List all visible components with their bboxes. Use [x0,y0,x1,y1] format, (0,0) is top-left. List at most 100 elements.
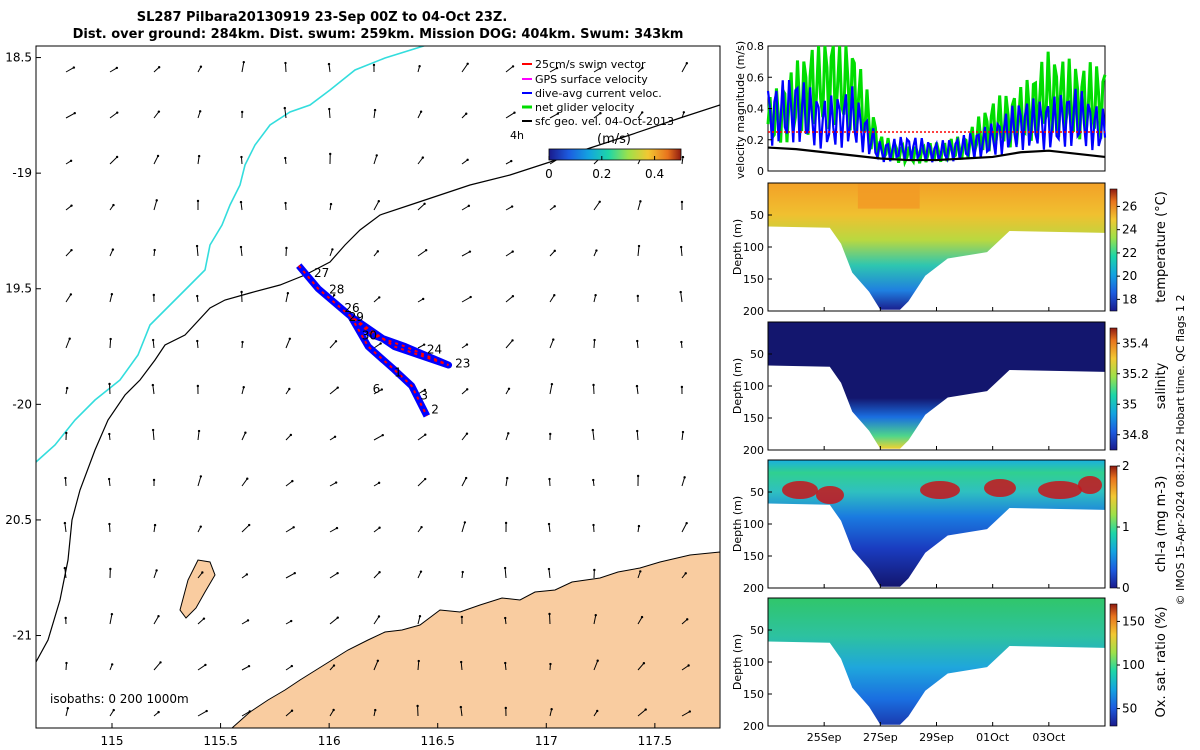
current-arrow-head [69,293,73,296]
current-arrow-head [506,476,509,480]
current-arrow-head [639,200,642,203]
current-arrow-head [421,297,425,301]
current-arrow [65,67,75,73]
current-arrow-head [459,660,463,664]
current-arrow-head [157,710,160,714]
current-arrow [329,617,339,625]
current-arrow-head [549,432,552,436]
current-arrow [285,338,291,349]
current-arrow-head [195,244,199,248]
current-arrow [373,155,378,165]
current-arrow-head [381,433,384,437]
current-arrow [373,434,384,441]
current-arrow [373,660,379,671]
current-arrow [417,249,427,257]
current-arrow [328,108,331,119]
current-arrow-head [293,571,296,575]
current-arrow [153,570,158,579]
map-y-tick-label: -19 [12,166,32,180]
current-arrow-head [547,567,551,571]
current-arrow [65,338,71,349]
current-arrow-head [290,664,294,668]
current-arrow-head [241,340,244,344]
current-arrow [108,523,111,533]
map-y-tick-label: -21 [12,629,32,643]
map-x-tick-label: 115.5 [203,734,237,748]
current-arrow-head [553,205,556,208]
section-x-tick-label: 03Oct [1032,731,1066,744]
map-x-tick-label: 116.5 [421,734,455,748]
current-arrow-head [332,293,336,297]
current-arrow-head [549,662,552,666]
current-arrow [505,295,514,303]
current-arrow [64,523,67,533]
current-arrow-head [155,199,158,202]
section-y-tick-label: 150 [743,550,764,563]
current-arrow-head [556,112,560,115]
current-arrow-head [466,62,469,65]
current-arrow-head [70,248,73,252]
current-arrow-head [503,566,507,570]
section-colorbar-tick-label: 150 [1122,614,1145,628]
current-arrow-head [548,612,551,616]
current-arrow-head [424,477,427,481]
section-y-tick-label: 200 [743,444,764,457]
current-arrow [637,246,640,257]
section-x-tick-label: 29Sep [919,731,954,744]
current-arrow [549,339,554,349]
title-line-1: SL287 Pilbara20130919 23-Sep 00Z to 04-O… [137,10,508,25]
section-y-tick-label: 200 [743,582,764,595]
chl-maximum-patch [816,486,844,504]
current-arrow [241,62,245,73]
velocity-y-tick-label: 0.2 [747,134,765,147]
current-arrow-head [197,154,201,158]
current-arrow-head [687,664,690,667]
land-mass [231,551,720,728]
current-arrow [505,251,513,257]
section-x-tick-label: 25Sep [807,731,842,744]
current-arrow-head [151,338,155,342]
section-colorbar-tick-label: 20 [1122,269,1137,283]
map-x-tick-label: 115 [101,734,124,748]
current-arrow [329,572,338,579]
current-arrow [417,157,424,165]
legend-label-swim: 25cm/s swim vector [535,58,646,71]
track-label: 28 [329,282,344,296]
map-x-tick-label: 117 [535,734,558,748]
current-arrow-head [108,382,111,386]
current-arrow-head [336,571,339,575]
section-y-label: Depth (m) [731,219,744,275]
current-arrow-head [375,154,378,157]
current-arrow [65,112,75,119]
map-y-tick-label: 20.5 [5,513,32,527]
legend-note: 4h [510,129,524,142]
current-arrow-head [465,343,469,346]
chl-maximum-patch [1078,476,1102,494]
current-arrow-head [596,659,599,662]
current-arrow [636,386,639,395]
current-arrow [109,614,113,625]
current-arrow-head [679,245,683,249]
current-arrow-head [199,475,203,478]
legend-label-gps: GPS surface velocity [535,73,648,86]
current-arrow [461,433,468,441]
current-arrow-head [468,250,472,253]
current-arrow [637,616,643,625]
current-arrow [417,478,426,487]
current-arrow-head [592,383,595,387]
current-arrow-head [684,572,687,575]
legend-label-net: net glider velocity [535,101,635,114]
section-colorbar [1109,603,1118,727]
current-arrow [681,711,691,717]
current-arrow-head [466,388,469,391]
current-arrow-head [513,111,516,114]
current-arrow-head [290,709,294,712]
current-arrow-head [199,525,202,528]
current-arrow-head [591,428,595,432]
current-arrow-head [637,524,641,528]
current-arrow-head [420,525,423,529]
current-arrow [329,340,337,349]
current-arrow-head [376,659,380,662]
current-arrow-head [63,566,67,570]
current-arrow-head [688,710,692,713]
